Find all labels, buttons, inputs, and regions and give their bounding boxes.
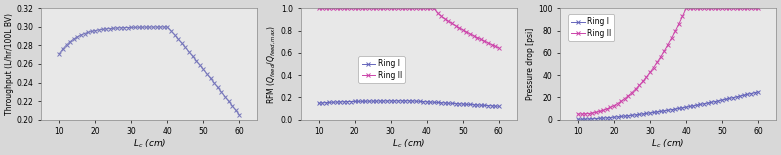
Ring I	[404, 100, 413, 102]
Ring II	[573, 113, 583, 115]
Ring II	[490, 45, 500, 47]
Ring II	[750, 7, 759, 9]
Ring II	[707, 7, 716, 9]
Ring II	[494, 47, 504, 49]
Ring I	[631, 114, 640, 116]
Ring II	[444, 20, 453, 22]
Ring I	[354, 100, 363, 102]
Ring I	[494, 105, 504, 107]
Line: Ring I: Ring I	[317, 99, 501, 108]
Ring I	[573, 118, 583, 120]
Legend: Ring I, Ring II: Ring I, Ring II	[358, 56, 405, 83]
Ring II	[372, 7, 381, 9]
Ring II	[613, 103, 622, 104]
Ring II	[368, 7, 377, 9]
Ring I	[448, 102, 457, 104]
Ring I	[750, 92, 759, 94]
Ring I	[368, 100, 377, 102]
Ring I	[314, 102, 323, 104]
Ring I	[754, 91, 763, 93]
Ring II	[314, 7, 323, 9]
Y-axis label: Pressure drop [psi]: Pressure drop [psi]	[526, 28, 535, 100]
Ring I	[613, 116, 622, 118]
Ring II	[354, 7, 363, 9]
Y-axis label: Throughput (L/hr/100L BV): Throughput (L/hr/100L BV)	[5, 13, 14, 115]
Ring I	[437, 102, 446, 104]
Legend: Ring I, Ring II: Ring I, Ring II	[568, 14, 615, 41]
Line: Ring II: Ring II	[576, 7, 760, 116]
Y-axis label: RFM ($Q_{feed}/Q_{feed,max}$): RFM ($Q_{feed}/Q_{feed,max}$)	[266, 24, 278, 104]
X-axis label: $L_c$ (cm): $L_c$ (cm)	[651, 138, 685, 150]
Ring I	[692, 104, 701, 106]
Ring I	[703, 102, 712, 104]
Line: Ring II: Ring II	[317, 7, 501, 49]
X-axis label: $L_c$ (cm): $L_c$ (cm)	[133, 138, 166, 150]
X-axis label: $L_c$ (cm): $L_c$ (cm)	[392, 138, 426, 150]
Line: Ring I: Ring I	[576, 90, 760, 121]
Ring I	[490, 105, 500, 107]
Ring II	[754, 7, 763, 9]
Ring I	[627, 114, 637, 116]
Ring II	[433, 12, 442, 14]
Ring II	[696, 7, 705, 9]
Ring I	[372, 100, 381, 102]
Ring II	[681, 7, 690, 9]
Ring II	[627, 92, 637, 93]
Ring II	[631, 88, 640, 90]
